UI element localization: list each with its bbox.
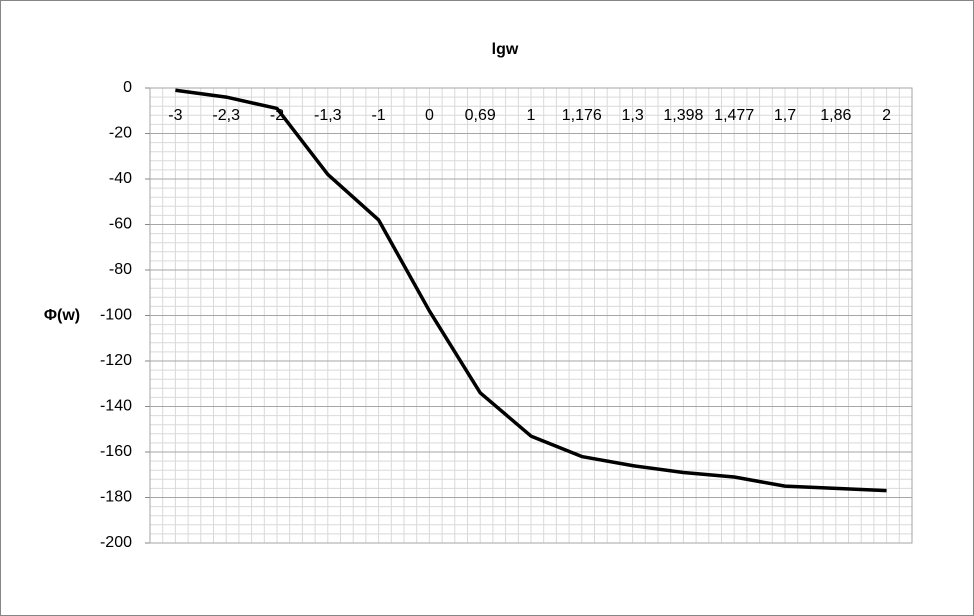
data-line — [175, 88, 887, 493]
y-tick-label: -60 — [109, 216, 132, 233]
x-tick-label: 1,7 — [774, 107, 796, 124]
y-tick-label: -200 — [100, 534, 132, 551]
y-tick-label: -160 — [100, 443, 132, 460]
y-tick-label: -20 — [109, 125, 132, 142]
y-axis-title: Φ(w) — [44, 307, 80, 324]
x-tick-label: -1,3 — [314, 107, 342, 124]
y-tick-label: 0 — [123, 79, 132, 96]
y-tick-label: -40 — [109, 170, 132, 187]
y-tick-label: -80 — [109, 261, 132, 278]
x-tick-label: 1,3 — [621, 107, 643, 124]
x-tick-label: 1,398 — [663, 107, 703, 124]
x-tick-label: 1,176 — [562, 107, 602, 124]
plot-border — [149, 87, 913, 544]
x-tick-label: -1 — [371, 107, 385, 124]
x-axis-title: lgw — [492, 41, 519, 58]
x-tick-label: 1,86 — [820, 107, 851, 124]
x-tick-label: 1 — [527, 107, 536, 124]
x-tick-label: -2,3 — [212, 107, 240, 124]
y-tick-label: -100 — [100, 307, 132, 324]
x-tick-label: -3 — [168, 107, 182, 124]
x-tick-label: 0,69 — [465, 107, 496, 124]
y-tick-label: -180 — [100, 489, 132, 506]
x-tick-label: 2 — [882, 107, 891, 124]
x-tick-label: 0 — [425, 107, 434, 124]
y-tick-label: -120 — [100, 352, 132, 369]
x-tick-label: 1,477 — [714, 107, 754, 124]
y-tick-label: -140 — [100, 398, 132, 415]
